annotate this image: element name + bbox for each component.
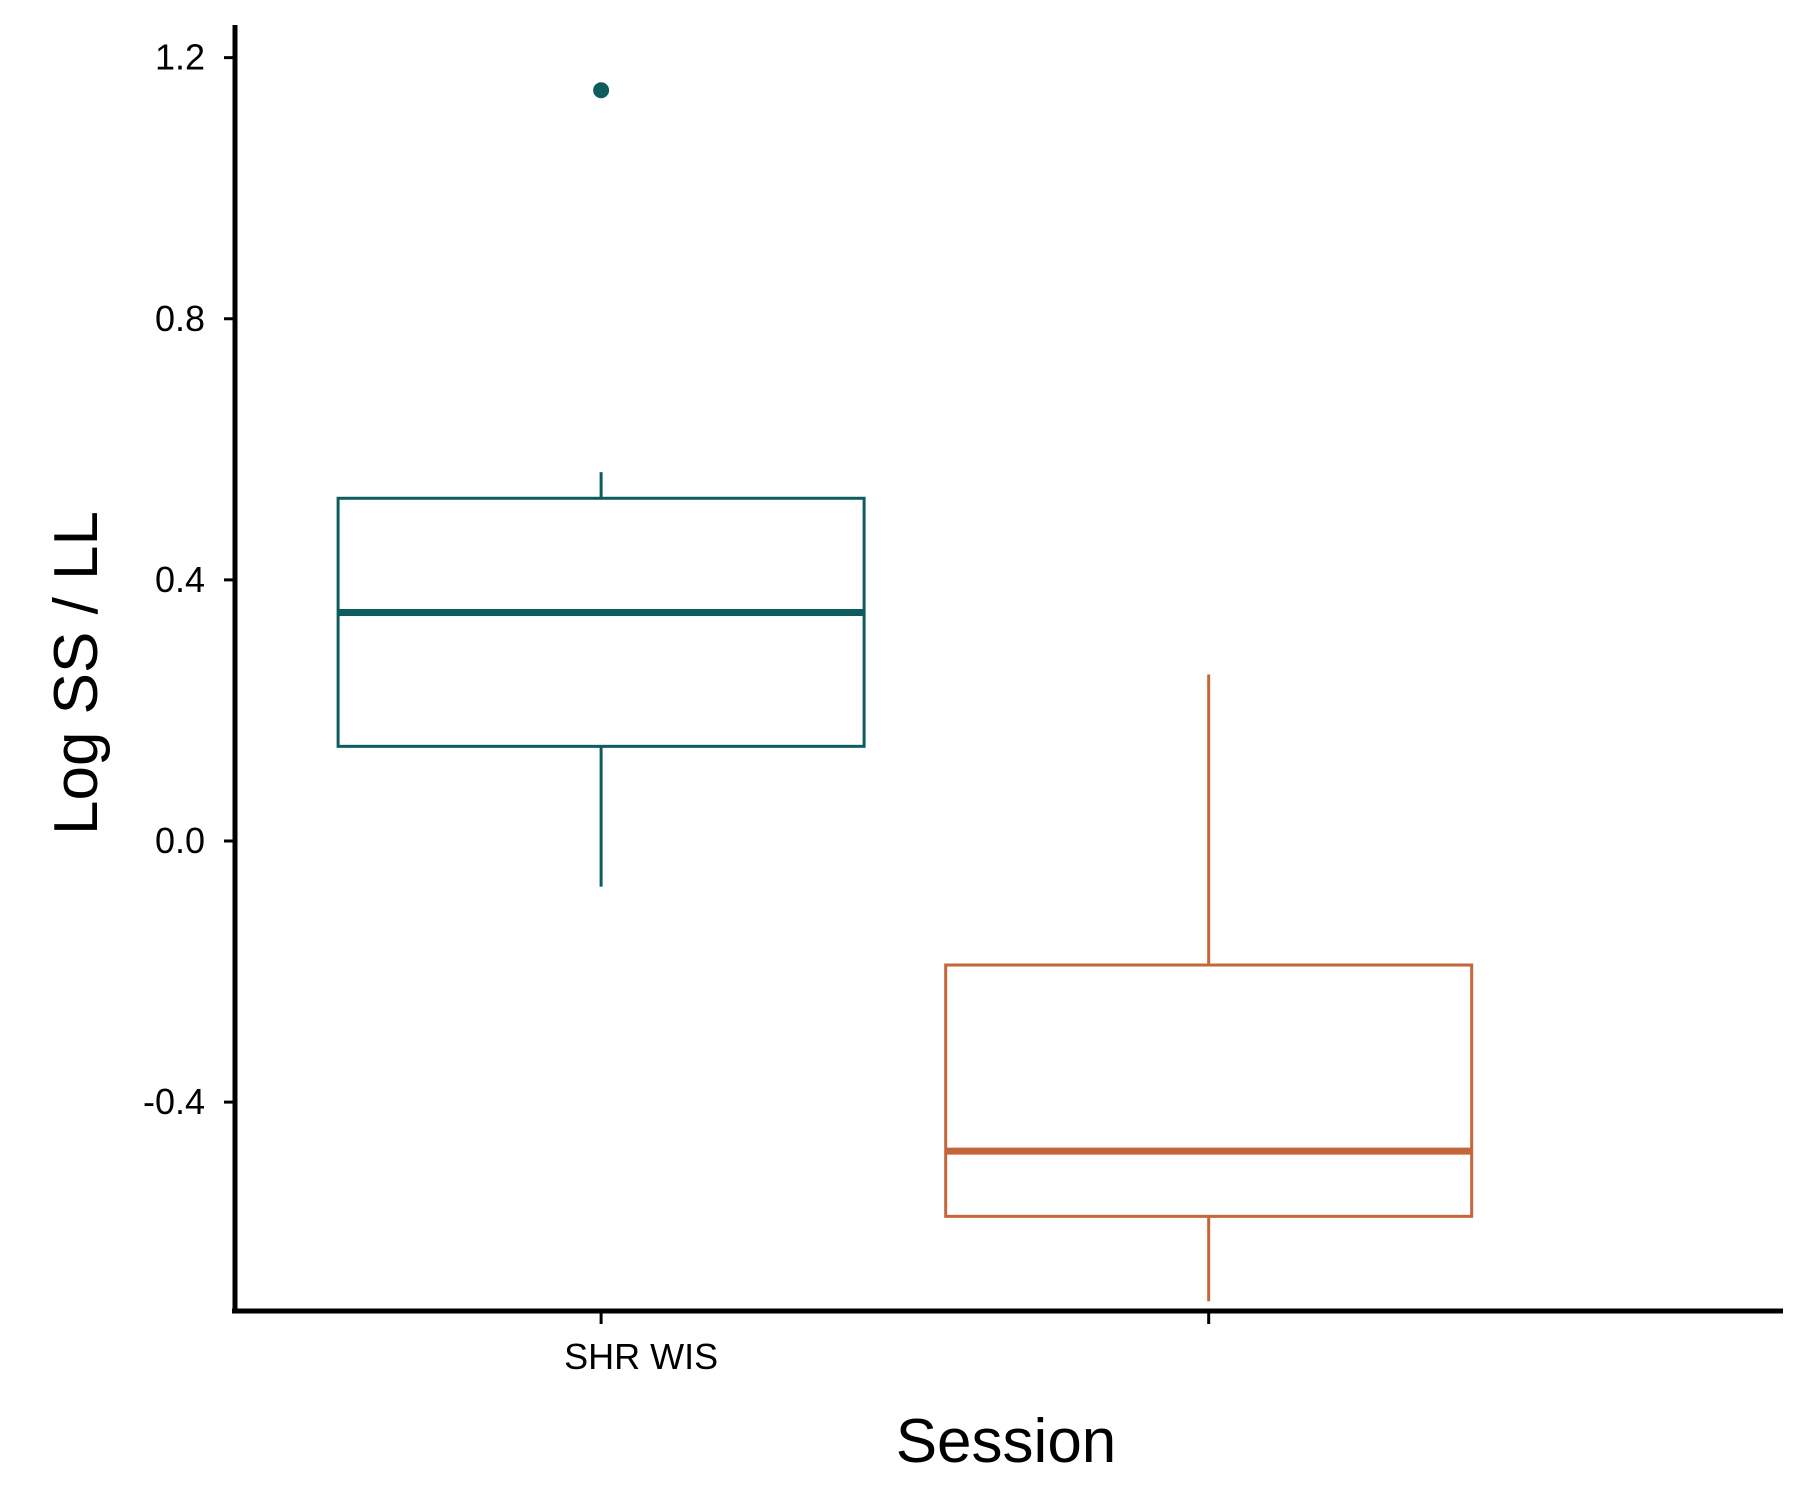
outlier-point: [593, 82, 610, 99]
y-axis-title: Log SS / LL: [42, 511, 111, 835]
y-tick-label: 0.4: [155, 559, 205, 600]
y-tick-label: 0.0: [155, 820, 205, 861]
x-axis-title: Session: [896, 1407, 1117, 1476]
y-tick-label: 0.8: [155, 298, 205, 339]
iqr-box: [944, 963, 1474, 1218]
box-group: [336, 82, 866, 887]
y-tick-label: -0.4: [143, 1081, 205, 1122]
y-tick-label: 1.2: [155, 37, 205, 78]
x-tick-label: SHR WIS: [564, 1336, 718, 1377]
box-group: [944, 674, 1474, 1302]
iqr-box: [336, 496, 866, 748]
